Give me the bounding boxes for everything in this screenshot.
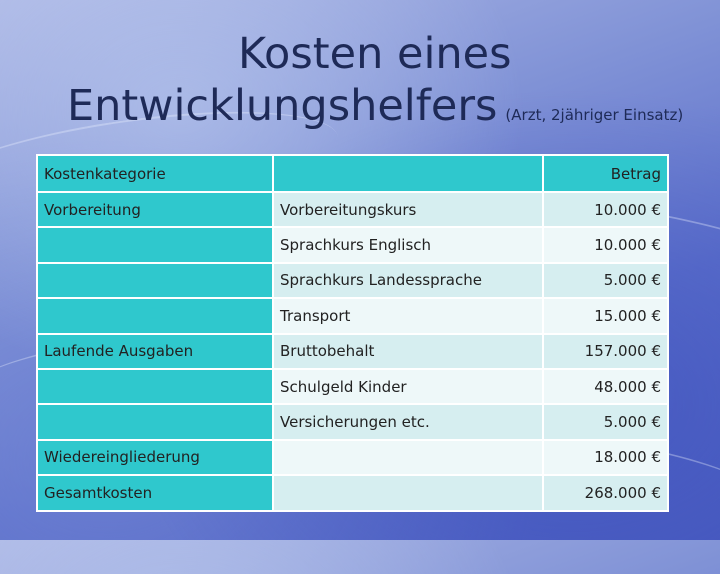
table-row: Sprachkurs Englisch 10.000 € bbox=[36, 226, 669, 264]
row-category: Wiedereingliederung bbox=[36, 438, 274, 477]
row-amount: 10.000 € bbox=[542, 190, 669, 229]
row-amount: 10.000 € bbox=[542, 226, 669, 264]
table-row: Wiedereingliederung 18.000 € bbox=[36, 438, 669, 477]
table-row: Versicherungen etc. 5.000 € bbox=[36, 403, 669, 441]
row-category: Gesamtkosten bbox=[36, 474, 274, 512]
table-header-row: Kostenkategorie Betrag bbox=[36, 154, 669, 193]
table-row: Transport 15.000 € bbox=[36, 297, 669, 335]
row-item: Sprachkurs Englisch bbox=[272, 226, 544, 264]
row-amount: 18.000 € bbox=[542, 438, 669, 477]
row-item: Transport bbox=[272, 297, 544, 335]
row-amount: 5.000 € bbox=[542, 261, 669, 300]
row-category bbox=[36, 226, 274, 264]
row-item: Vorbereitungskurs bbox=[272, 190, 544, 229]
row-item: Versicherungen etc. bbox=[272, 403, 544, 441]
table-row: Vorbereitung Vorbereitungskurs 10.000 € bbox=[36, 190, 669, 229]
title-subtitle: (Arzt, 2jähriger Einsatz) bbox=[505, 106, 684, 124]
row-item: Schulgeld Kinder bbox=[272, 367, 544, 406]
table-row: Schulgeld Kinder 48.000 € bbox=[36, 367, 669, 406]
row-amount: 268.000 € bbox=[542, 474, 669, 512]
row-amount: 5.000 € bbox=[542, 403, 669, 441]
row-item: Sprachkurs Landessprache bbox=[272, 261, 544, 300]
row-category bbox=[36, 403, 274, 441]
table-row: Laufende Ausgaben Bruttobehalt 157.000 € bbox=[36, 332, 669, 370]
row-item bbox=[272, 474, 544, 512]
row-category bbox=[36, 367, 274, 406]
header-category: Kostenkategorie bbox=[36, 154, 274, 193]
header-item bbox=[272, 154, 544, 193]
row-amount: 48.000 € bbox=[542, 367, 669, 406]
table-row: Sprachkurs Landessprache 5.000 € bbox=[36, 261, 669, 300]
row-category: Laufende Ausgaben bbox=[36, 332, 274, 370]
row-amount: 15.000 € bbox=[542, 297, 669, 335]
title-line-2: Entwicklungshelfers (Arzt, 2jähriger Eins… bbox=[67, 80, 683, 141]
title-line-1: Kosten eines bbox=[238, 29, 512, 79]
cost-table: Kostenkategorie Betrag Vorbereitung Vorb… bbox=[36, 154, 669, 512]
row-item bbox=[272, 438, 544, 477]
row-category bbox=[36, 261, 274, 300]
row-category bbox=[36, 297, 274, 335]
title-main-text: Entwicklungshelfers bbox=[67, 81, 498, 131]
header-amount: Betrag bbox=[542, 154, 669, 193]
row-amount: 157.000 € bbox=[542, 332, 669, 370]
row-item: Bruttobehalt bbox=[272, 332, 544, 370]
table-row: Gesamtkosten 268.000 € bbox=[36, 474, 669, 512]
row-category: Vorbereitung bbox=[36, 190, 274, 229]
